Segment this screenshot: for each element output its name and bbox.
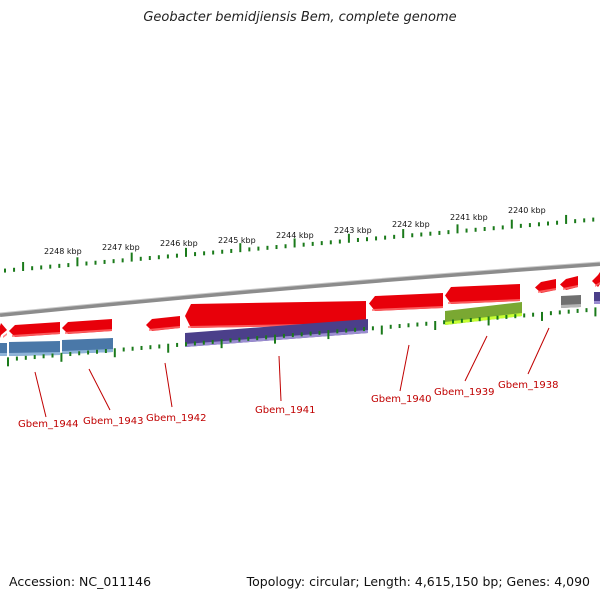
forward-gene [535, 279, 556, 293]
gene-label: Gbem_1942 [146, 413, 206, 424]
kbp-label: 2247 kbp [102, 243, 140, 252]
forward-gene [560, 276, 578, 290]
accession-text: Accession: NC_011146 [9, 574, 152, 589]
reverse-gene-shade [594, 301, 600, 304]
forward-gene [9, 322, 60, 337]
forward-gene [0, 323, 7, 338]
reverse-gene [9, 341, 60, 356]
forward-gene-shade [65, 329, 112, 334]
gene-leader-line [164, 362, 173, 408]
forward-gene-shade [372, 306, 443, 311]
forward-gene-body [445, 284, 520, 304]
gene-leader-line [399, 344, 410, 392]
kbp-label: 2248 kbp [44, 247, 82, 256]
kbp-label: 2243 kbp [334, 226, 372, 235]
reverse-gene [445, 302, 522, 325]
gene-label: Gbem_1939 [434, 387, 494, 398]
backbone-ring [0, 261, 600, 317]
forward-gene [62, 319, 112, 334]
forward-gene [592, 272, 600, 287]
kbp-label-track: 2248 kbp 2247 kbp 2246 kbp 2245 kbp 2244 kbp… [44, 206, 546, 256]
gene-label: Gbem_1944 [18, 419, 78, 430]
kbp-label: 2245 kbp [218, 236, 256, 245]
outer-tick-track [4, 214, 595, 273]
forward-gene-shade [595, 282, 600, 287]
reverse-gene [594, 292, 600, 304]
kbp-label: 2240 kbp [508, 206, 546, 215]
reverse-gene-body [0, 343, 7, 356]
inner-tick-track [7, 307, 597, 367]
forward-gene-body [185, 301, 366, 328]
gene-leader-line [34, 371, 47, 418]
forward-gene [369, 293, 443, 311]
forward-gene-shade [538, 288, 556, 293]
backbone-highlight [0, 261, 600, 314]
gene-leader-line [278, 355, 282, 402]
gene-leader-line [88, 368, 111, 411]
gene-leader-line [527, 327, 550, 375]
forward-gene-shade [12, 332, 60, 337]
reverse-gene-shade [445, 313, 522, 325]
gene-label: Gbem_1940 [371, 394, 431, 405]
forward-gene-shade [448, 299, 520, 304]
reverse-gene-shade [561, 304, 581, 308]
gene-leader-line [464, 335, 488, 382]
forward-gene-shade [563, 285, 578, 290]
gene-label: Gbem_1941 [255, 405, 315, 416]
kbp-label: 2242 kbp [392, 220, 430, 229]
backbone-line [0, 262, 600, 317]
kbp-label: 2241 kbp [450, 213, 488, 222]
gene-label-track: Gbem_1944 Gbem_1943 Gbem_1942 Gbem_1941 Gbem… [18, 327, 558, 430]
reverse-gene [0, 343, 7, 356]
reverse-gene-shade [185, 330, 368, 347]
forward-gene [445, 284, 520, 304]
kbp-label: 2246 kbp [160, 239, 198, 248]
genome-title: Geobacter bemidjiensis Bem, complete gen… [143, 10, 457, 25]
forward-gene-track [0, 272, 600, 338]
gene-label: Gbem_1943 [83, 416, 143, 427]
kbp-label: 2244 kbp [276, 231, 314, 240]
topology-text: Topology: circular; Length: 4,615,150 bp… [246, 574, 590, 589]
forward-gene-shade [149, 326, 180, 331]
reverse-gene-body [445, 302, 522, 325]
forward-gene-body [369, 293, 443, 311]
reverse-gene [561, 295, 581, 308]
reverse-gene-shade [0, 353, 7, 356]
gene-label: Gbem_1938 [498, 380, 558, 391]
reverse-gene-shade [9, 352, 60, 356]
forward-gene-shade [3, 333, 7, 338]
forward-gene [146, 316, 180, 331]
forward-gene-body [0, 323, 7, 338]
